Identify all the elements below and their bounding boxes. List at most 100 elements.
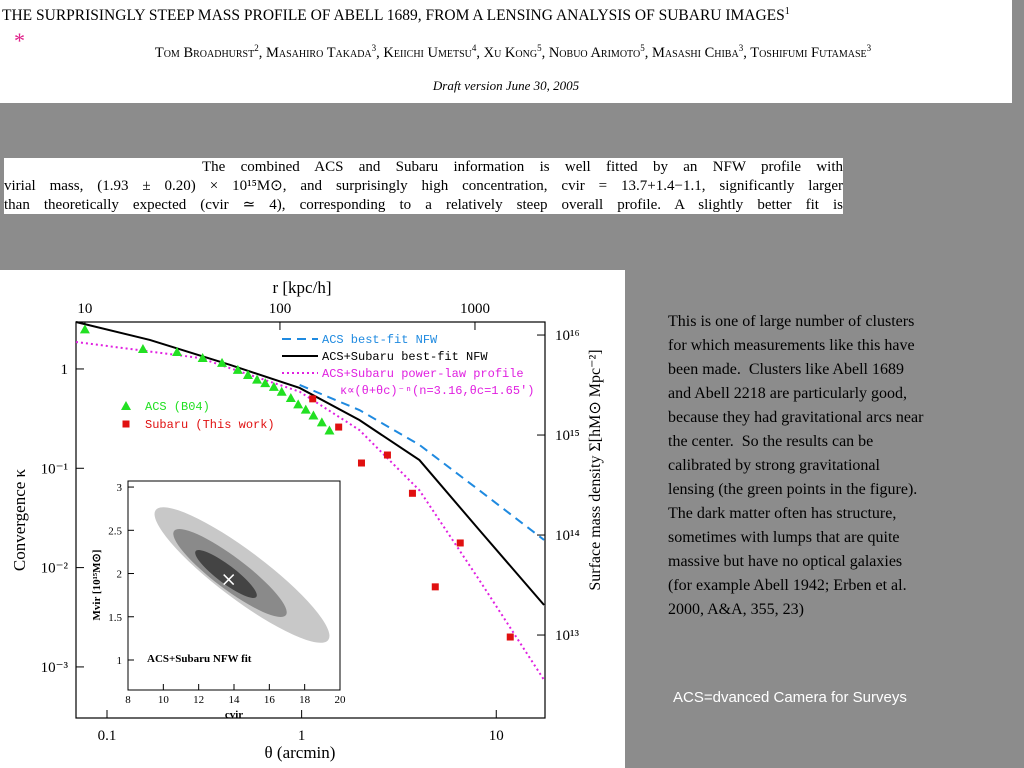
abstract-line: than theoretically expected (cvir ≃ 4), … — [4, 197, 843, 213]
inset-y-tick-label: 3 — [117, 482, 123, 494]
y-axis-label: Convergence κ — [10, 468, 29, 571]
asterisk: * — [14, 28, 25, 53]
model-curve — [75, 321, 545, 606]
y-tick-label: 10⁻¹ — [41, 461, 68, 477]
notes-line: massive but have no optical galaxies — [668, 553, 903, 570]
data-point — [300, 404, 311, 414]
inset-y-label: Mvir [10¹⁵M⊙] — [91, 550, 103, 621]
top-tick-label: 100 — [269, 301, 292, 317]
title-footnote: 1 — [784, 6, 790, 17]
data-point — [324, 425, 335, 435]
legend-label: ACS+Subaru power-law profile — [322, 367, 524, 381]
data-point — [316, 417, 327, 427]
top-tick-label: 10 — [77, 301, 92, 317]
author-affiliation: 2 — [254, 43, 259, 53]
draft-version: Draft version June 30, 2005 — [432, 78, 580, 93]
notes-line: (for example Abell 1942; Erben et al. — [668, 577, 907, 594]
author-affiliation: 3 — [371, 43, 377, 53]
inset-x-tick-label: 12 — [193, 694, 204, 706]
right-tick-label: 10¹⁴ — [555, 528, 580, 544]
paper-header: THE SURPRISINGLY STEEP MASS PROFILE OF A… — [0, 0, 1012, 103]
author-name: Nobuo Arimoto — [548, 44, 641, 61]
data-point — [242, 369, 253, 379]
author-affiliation: 4 — [471, 43, 477, 53]
inset-x-tick-label: 10 — [158, 694, 170, 706]
notes-line: 2000, A&A, 355, 23) — [668, 601, 804, 618]
legend-label: ACS+Subaru best-fit NFW — [322, 350, 488, 364]
author: Masashi Chiba3 — [652, 43, 750, 61]
inset-x-tick-label: 20 — [335, 694, 347, 706]
data-point — [408, 489, 416, 497]
notes-line: calibrated by strong gravitational — [668, 457, 880, 474]
data-point — [506, 633, 514, 641]
model-curve — [75, 340, 545, 681]
inset-y-tick-label: 1 — [117, 655, 123, 667]
author-name: Xu Kong — [483, 44, 538, 61]
inset-x-label: cvir — [225, 709, 243, 721]
data-point — [79, 324, 90, 334]
inset-x-tick-label: 16 — [264, 694, 276, 706]
paper-title: THE SURPRISINGLY STEEP MASS PROFILE OF A… — [2, 6, 790, 25]
notes-line: because they had gravitational arcs near — [668, 409, 924, 426]
inset-x-tick-label: 18 — [299, 694, 311, 706]
right-axis-label: Surface mass density Σ[hM⊙ Mpc⁻²] — [587, 349, 604, 590]
notes-line: for which measurements like this have — [668, 337, 915, 354]
best-fit-marker — [223, 574, 235, 586]
inset-y-tick-label: 1.5 — [108, 612, 122, 624]
author-affiliation: 5 — [537, 43, 542, 53]
data-point — [260, 378, 271, 388]
author-name: Masahiro Takada — [265, 44, 372, 61]
inset-y-tick-label: 2 — [117, 569, 123, 581]
y-tick-label: 10⁻³ — [41, 660, 69, 676]
author: Xu Kong5 — [483, 43, 549, 61]
notes-line: the center. So the results can be — [668, 433, 874, 450]
data-point — [308, 410, 319, 420]
author: Masahiro Takada3 — [265, 43, 383, 61]
data-point — [268, 381, 279, 391]
data-point — [335, 423, 343, 431]
abstract: The combined ACS and Subaru information … — [4, 158, 843, 214]
data-point — [252, 374, 263, 384]
notes-line: sometimes with lumps that are quite — [668, 529, 900, 546]
data-point — [232, 364, 243, 374]
title-text: THE SURPRISINGLY STEEP MASS PROFILE OF A… — [2, 7, 785, 25]
figure: 0.1 1 10 10 100 1000 10⁻³ 10⁻² 10⁻¹ 1 10¹³ 10¹⁴ 10¹⁵… — [0, 270, 625, 768]
legend-label: ACS (B04) — [145, 400, 210, 414]
legend-label: Subaru (This work) — [145, 418, 275, 432]
notes-line: This is one of large number of clusters — [668, 313, 915, 330]
inset-x-tick-label: 8 — [125, 694, 131, 706]
data-point — [357, 459, 365, 467]
top-axis-label: r [kpc/h] — [272, 278, 331, 297]
author: Keiichi Umetsu4 — [383, 43, 483, 61]
data-point — [122, 420, 130, 428]
data-point — [293, 399, 304, 409]
right-tick-label: 10¹⁵ — [555, 428, 580, 444]
x-axis-label: θ (arcmin) — [265, 743, 336, 762]
legend-label: ACS best-fit NFW — [322, 333, 438, 347]
caption: ACS=dvanced Camera for Surveys — [673, 689, 907, 706]
data-point — [172, 347, 183, 357]
x-tick-label: 1 — [298, 728, 306, 744]
inset-y-tick-label: 2.5 — [108, 525, 122, 537]
author-name: Toshifumi Futamase — [750, 44, 867, 61]
x-tick-label: 10 — [489, 728, 504, 744]
author-list: Tom Broadhurst2 Masahiro Takada3 Keiichi… — [28, 40, 998, 62]
author-affiliation: 3 — [866, 43, 872, 53]
right-tick-label: 10¹³ — [555, 628, 579, 644]
notes: This is one of large number of clusters f… — [668, 310, 923, 622]
figure-content: 0.1 1 10 10 100 1000 10⁻³ 10⁻² 10⁻¹ 1 10¹³ 10¹⁴ 10¹⁵… — [10, 278, 604, 762]
data-point — [431, 583, 439, 591]
author-name: Tom Broadhurst — [154, 44, 255, 61]
notes-line: and Abell 2218 are particularly good, — [668, 385, 908, 402]
right-tick-label: 10¹⁶ — [555, 328, 580, 344]
abstract-line: virial mass, (1.93 ± 0.20) × 10¹⁵M⊙, and… — [4, 178, 843, 194]
data-point — [456, 539, 464, 547]
author: Toshifumi Futamase3 — [750, 43, 872, 61]
author-affiliation: 3 — [738, 43, 744, 53]
plot-frame — [75, 321, 546, 719]
data-point — [197, 352, 208, 362]
data-point — [121, 401, 131, 410]
y-tick-label: 1 — [61, 362, 69, 378]
author-name: Keiichi Umetsu — [383, 44, 472, 61]
